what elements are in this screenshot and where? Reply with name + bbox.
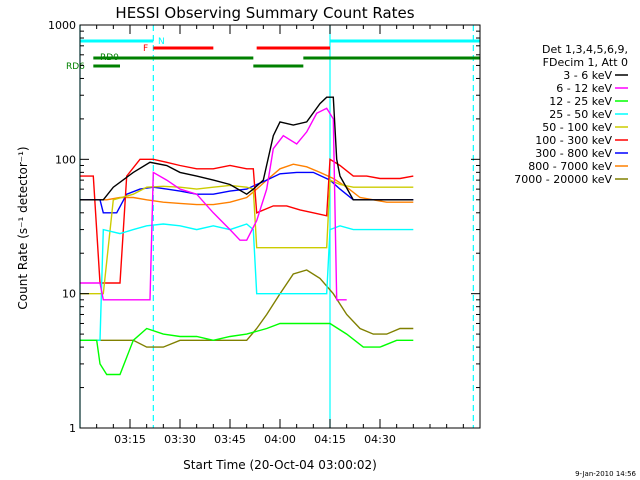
series-line-3 <box>80 223 414 341</box>
flag-label-f: F <box>143 44 148 54</box>
legend-label-8: 7000 - 20000 keV <box>514 173 612 186</box>
flag-label-rd0: RD0 <box>100 53 119 63</box>
legend-header-line-2: FDecim 1, Att 0 <box>543 56 628 69</box>
footer-date: 9-Jan-2010 14:56 <box>575 470 636 478</box>
y-axis-label: Count Rate (s⁻¹ detector⁻¹) <box>16 146 30 309</box>
x-axis-label: Start Time (20-Oct-04 03:00:02) <box>183 458 377 472</box>
legend-label-2: 12 - 25 keV <box>549 95 612 108</box>
x-tick-label-2: 03:45 <box>214 433 246 446</box>
series-line-8 <box>80 269 414 348</box>
plot-layer: NF RD0 RD6 <box>66 25 480 428</box>
y-tick-label-2: 100 <box>55 153 76 166</box>
legend-label-3: 25 - 50 keV <box>549 108 612 121</box>
series-line-7 <box>80 163 414 206</box>
x-tick-label-3: 04:00 <box>264 433 296 446</box>
legend-label-5: 100 - 300 keV <box>535 134 612 147</box>
y-tick-label-0: 1 <box>69 422 76 435</box>
series-line-2 <box>80 322 414 376</box>
x-tick-label-0: 03:15 <box>114 433 146 446</box>
x-tick-label-5: 04:30 <box>364 433 396 446</box>
chart-title: HESSI Observing Summary Count Rates <box>115 4 414 22</box>
legend-label-6: 300 - 800 keV <box>535 147 612 160</box>
series-line-6 <box>80 171 414 214</box>
y-tick-label-1: 10 <box>62 288 76 301</box>
axis-layer: 1 10 100 1000 03:15 03:30 03:45 04:00 04:15 04:30 <box>48 19 481 446</box>
flag-label-n: N <box>158 37 165 47</box>
x-tick-label-4: 04:15 <box>314 433 346 446</box>
legend-header-line-1: Det 1,3,4,5,6,9, <box>542 43 628 56</box>
series-line-1 <box>80 107 347 301</box>
series-line-0 <box>80 96 414 201</box>
legend-label-7: 800 - 7000 keV <box>528 160 612 173</box>
flag-label-rd6: RD6 <box>66 62 85 72</box>
series-line-5 <box>80 158 414 284</box>
x-tick-label-1: 03:30 <box>164 433 196 446</box>
plot-frame <box>79 24 481 429</box>
y-tick-label-3: 1000 <box>48 19 76 32</box>
legend-label-1: 6 - 12 keV <box>556 82 612 95</box>
legend-label-0: 3 - 6 keV <box>563 69 612 82</box>
legend-label-4: 50 - 100 keV <box>542 121 612 134</box>
